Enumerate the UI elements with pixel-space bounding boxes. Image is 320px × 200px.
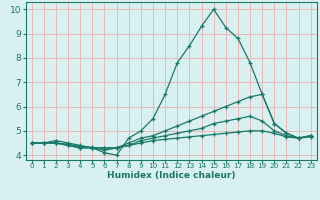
X-axis label: Humidex (Indice chaleur): Humidex (Indice chaleur)	[107, 171, 236, 180]
